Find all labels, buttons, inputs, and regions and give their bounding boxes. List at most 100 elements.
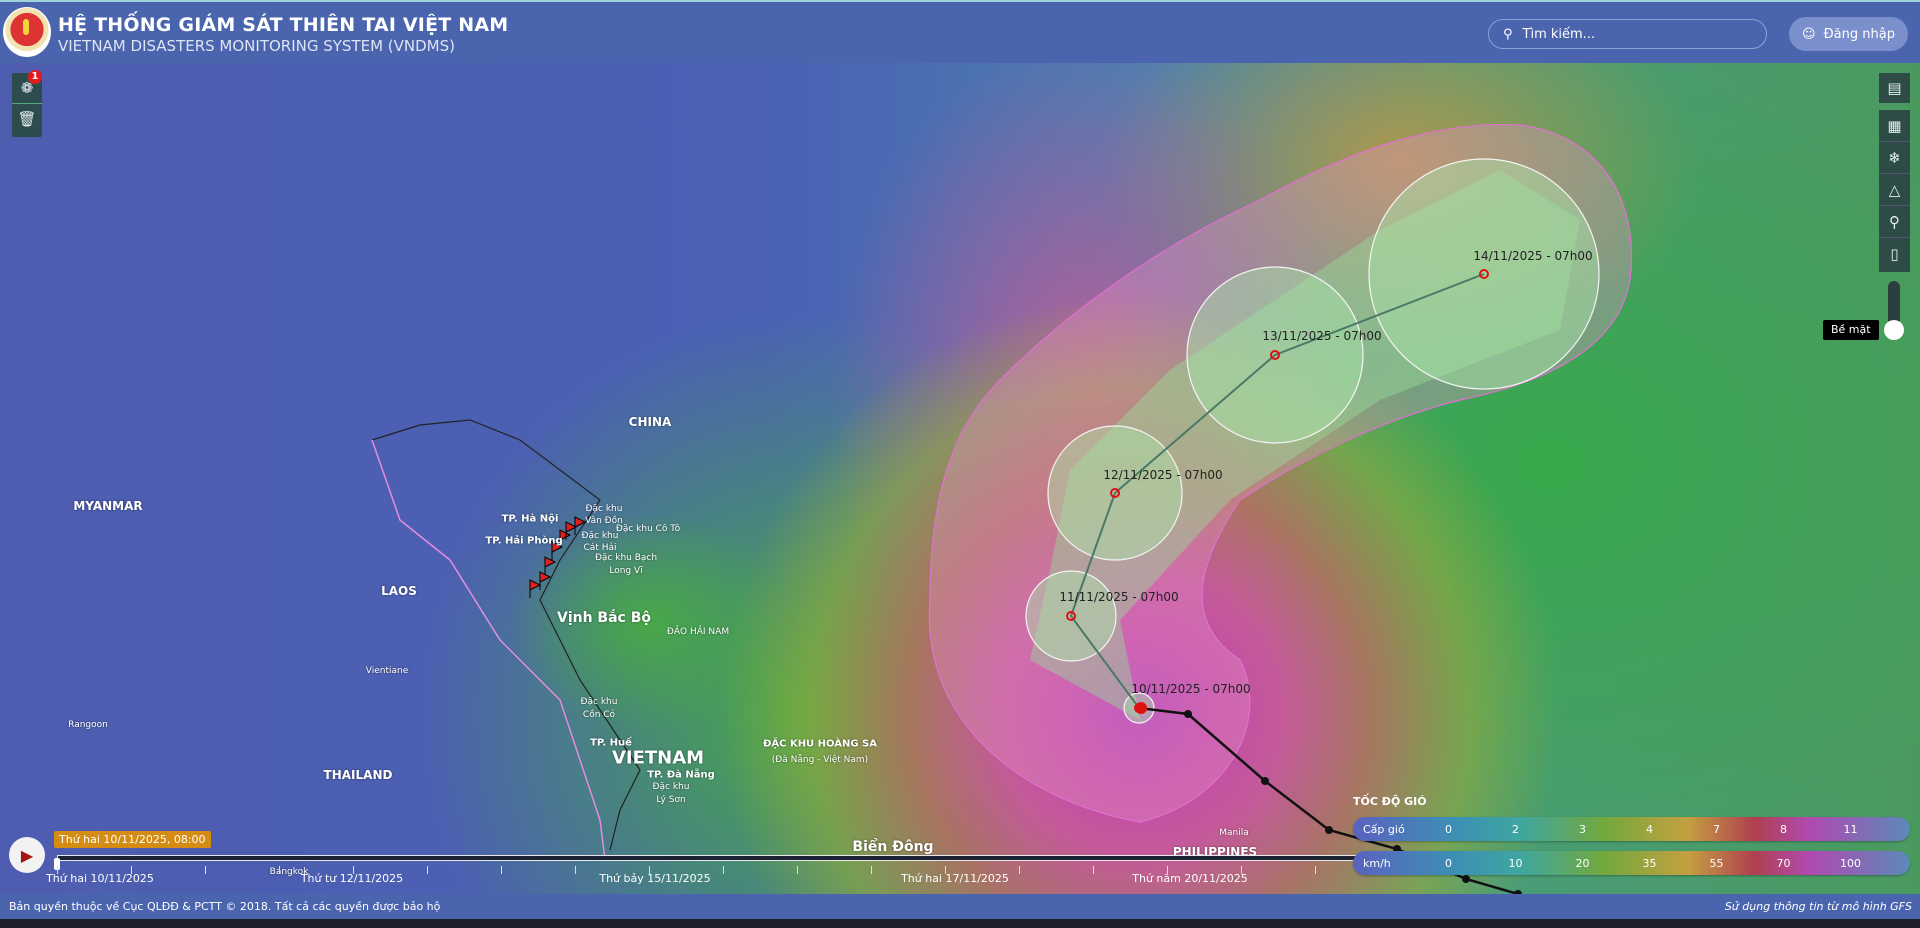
legend-title: TỐC ĐỘ GIÓ — [1353, 795, 1427, 808]
map-pin-button[interactable]: ▦ — [1879, 110, 1910, 142]
past-track-point — [1261, 777, 1269, 785]
map-label: THAILAND — [323, 768, 393, 782]
timeline-track[interactable] — [57, 855, 1540, 861]
legend-value: 8 — [1780, 822, 1787, 836]
map-label: CHINA — [628, 415, 672, 429]
timeline-date[interactable]: Thứ hai 17/11/2025 — [901, 872, 1009, 885]
map-label: VIETNAM — [611, 747, 705, 769]
emblem-logo[interactable] — [3, 7, 51, 57]
timeline-tick — [427, 866, 428, 874]
past-track-point — [1184, 710, 1192, 718]
vietnam-border — [371, 439, 606, 861]
map-label: Vịnh Bắc Bộ — [556, 610, 652, 626]
timeline-date[interactable]: Thứ hai 10/11/2025 — [46, 872, 154, 885]
basemap-button[interactable]: ▤ — [1879, 73, 1910, 103]
search-placeholder: Tìm kiếm... — [1522, 26, 1596, 42]
forecast-time-label: 10/11/2025 - 07h00 — [1131, 682, 1251, 696]
map-label: Rangoon — [68, 720, 108, 730]
forecast-time-label: 12/11/2025 - 07h00 — [1103, 468, 1223, 482]
timeline-date[interactable]: Thứ tư 12/11/2025 — [300, 872, 404, 885]
map-label: TP. Đà Nẵng — [647, 769, 715, 781]
warning-flag-icon — [574, 516, 587, 535]
footer: Bản quyền thuộc về Cục QLĐĐ & PCTT © 201… — [0, 894, 1920, 919]
timeline-tick — [945, 866, 946, 874]
timeline-tick — [57, 866, 58, 874]
zoom-search-button[interactable]: ⚲ — [1879, 206, 1910, 238]
delete-button[interactable]: 🗑 — [12, 103, 42, 133]
warning-flag-icon — [551, 541, 564, 560]
map-label: ĐẢO HẢI NAM — [666, 627, 730, 637]
legend-value: 100 — [1840, 856, 1861, 870]
past-track-point — [1514, 890, 1522, 894]
search-input[interactable]: ⚲ Tìm kiếm... — [1488, 19, 1767, 49]
play-button[interactable]: ▶ — [9, 837, 45, 873]
timeline-tick — [871, 866, 872, 874]
timeline-tick — [131, 866, 132, 874]
map-label: Đặc khu — [581, 531, 619, 541]
timeline-tick — [649, 866, 650, 874]
header: HỆ THỐNG GIÁM SÁT THIÊN TAI VIỆT NAM VIE… — [0, 0, 1920, 63]
hierarchy-icon: △ — [1888, 180, 1901, 199]
timeline-tick — [353, 866, 354, 874]
forecast-time-label: 14/11/2025 - 07h00 — [1473, 249, 1593, 263]
map-label: Bangkok — [269, 867, 309, 877]
warning-flag-icon — [539, 571, 552, 590]
map-label: Cát Hải — [583, 543, 617, 553]
storm-button[interactable]: ❁ — [12, 73, 42, 103]
past-track-point — [1462, 875, 1470, 883]
forecast-point — [1110, 488, 1120, 498]
legend-value: 3 — [1579, 822, 1586, 836]
timeline-tick — [205, 866, 206, 874]
timeline-handle[interactable] — [54, 858, 60, 870]
network-button[interactable]: ❄ — [1879, 142, 1910, 174]
timeline-tick — [723, 866, 724, 874]
map-label: Biển Đông — [852, 839, 934, 855]
legend-value: 10 — [1508, 856, 1523, 870]
login-label: Đăng nhập — [1823, 26, 1895, 42]
map-label: Vientiane — [365, 666, 409, 676]
map-book-icon: ▤ — [1887, 79, 1902, 97]
map-label: Manila — [1219, 828, 1249, 838]
legend-value: 11 — [1843, 822, 1858, 836]
hierarchy-button[interactable]: △ — [1879, 174, 1910, 206]
timeline-tick — [279, 866, 280, 874]
book-button[interactable]: ▯ — [1879, 238, 1910, 270]
map-canvas[interactable]: CHINA MYANMAR LAOS Vientiane Rangoon THAILAND… — [0, 63, 1920, 894]
legend-value: 2 — [1512, 822, 1519, 836]
warning-flag-icon — [529, 579, 542, 598]
current-time-tooltip: Thứ hai 10/11/2025, 08:00 — [54, 831, 211, 848]
warning-flag-icon — [559, 529, 572, 548]
app-subtitle: VIETNAM DISASTERS MONITORING SYSTEM (VND… — [58, 37, 456, 55]
right-toolbar: ▦ ❄ △ ⚲ ▯ — [1879, 110, 1910, 272]
map-label: Đặc khu — [580, 697, 618, 707]
map-label: TP. Huế — [590, 737, 632, 749]
legend-row-label: Cấp gió — [1363, 822, 1405, 836]
map-label: Đặc khu Bạch — [594, 553, 658, 563]
trash-icon: 🗑 — [17, 109, 37, 128]
map-label: Long Vĩ — [609, 566, 643, 576]
left-toolbar: ❁ 1 🗑 — [12, 70, 42, 137]
map-label: Đặc khu — [652, 782, 690, 792]
warning-flag-icon — [544, 556, 557, 575]
legend-value: 7 — [1713, 822, 1720, 836]
map-label: Đặc khu Cô Tô — [615, 524, 681, 534]
data-source-text: Sử dụng thông tin từ mô hình GFS — [1724, 900, 1912, 913]
forecast-time-label: 13/11/2025 - 07h00 — [1262, 329, 1382, 343]
timeline-tick — [1315, 866, 1316, 874]
level-slider-handle[interactable] — [1884, 320, 1904, 340]
login-button[interactable]: ☺ Đăng nhập — [1789, 17, 1908, 51]
map-label: Vân Đồn — [585, 516, 623, 526]
legend-row-label: km/h — [1363, 856, 1391, 870]
book-icon: ▯ — [1890, 245, 1899, 263]
legend-value: 55 — [1709, 856, 1724, 870]
timeline-tick — [1241, 866, 1242, 874]
forecast-inner-zone — [1030, 170, 1580, 720]
map-pin-icon: ▦ — [1887, 116, 1902, 135]
forecast-time-label: 11/11/2025 - 07h00 — [1059, 590, 1179, 604]
forecast-cone — [928, 123, 1633, 823]
timeline-date[interactable]: Thứ bảy 15/11/2025 — [599, 872, 711, 885]
legend-value: 35 — [1642, 856, 1657, 870]
network-icon: ❄ — [1888, 148, 1901, 167]
past-track-point — [1325, 826, 1333, 834]
timeline-date[interactable]: Thứ năm 20/11/2025 — [1132, 872, 1248, 885]
